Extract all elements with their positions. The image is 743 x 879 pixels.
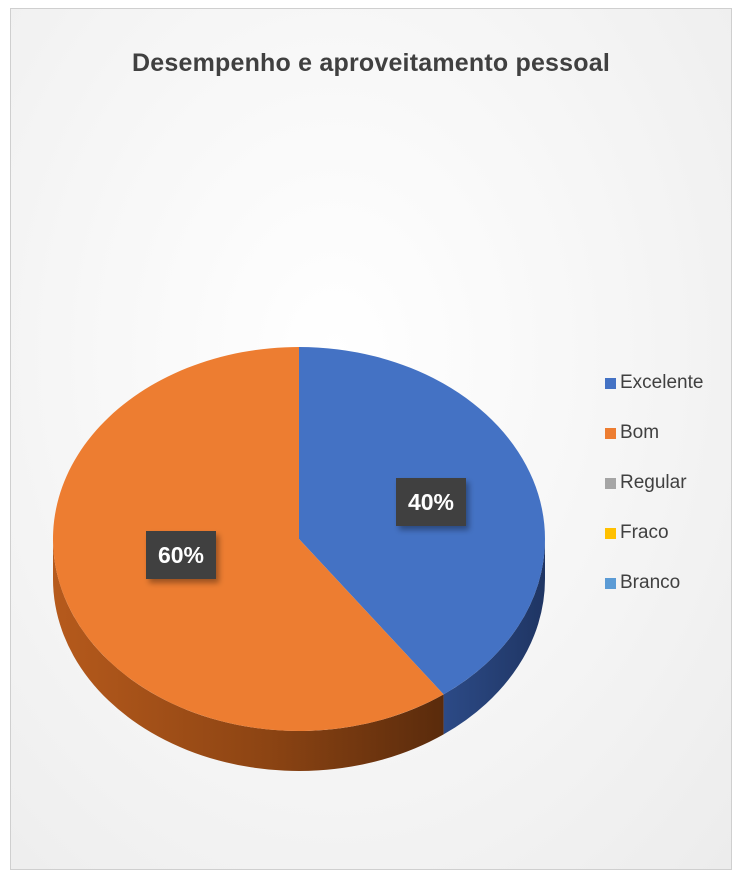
legend-item-fraco: Fraco <box>605 521 729 545</box>
svg-text:60%: 60% <box>158 542 204 568</box>
legend-label-excelente: Excelente <box>620 372 704 393</box>
chart-title: Desempenho e aproveitamento pessoal <box>132 49 610 77</box>
chart-frame: Desempenho e aproveitamento pessoal 40% 6… <box>10 8 732 870</box>
legend-swatch-bom <box>605 427 616 439</box>
legend-label-fraco: Fraco <box>620 522 669 543</box>
pie-slice-bom <box>52 347 444 731</box>
pie-side-excelente <box>443 539 545 735</box>
svg-text:40%: 40% <box>408 489 454 515</box>
chart-legend: Excelente Bom Regular Fraco Branco <box>605 371 729 621</box>
pie-chart: 40% 60% <box>52 347 545 771</box>
legend-item-regular: Regular <box>605 471 729 495</box>
legend-item-branco: Branco <box>605 571 729 595</box>
legend-label-regular: Regular <box>620 472 687 493</box>
legend-label-branco: Branco <box>620 572 681 593</box>
legend-label-bom: Bom <box>620 422 660 443</box>
pie-side-bom <box>53 539 444 771</box>
legend-swatch-fraco <box>605 527 616 539</box>
legend-swatch-excelente <box>605 377 616 389</box>
legend-item-bom: Bom <box>605 421 729 445</box>
legend-swatch-regular <box>605 477 616 489</box>
legend-item-excelente: Excelente <box>605 371 729 395</box>
data-label-excelente: 40% <box>396 478 466 526</box>
data-label-bom: 60% <box>146 531 216 579</box>
legend-swatch-branco <box>605 577 616 589</box>
